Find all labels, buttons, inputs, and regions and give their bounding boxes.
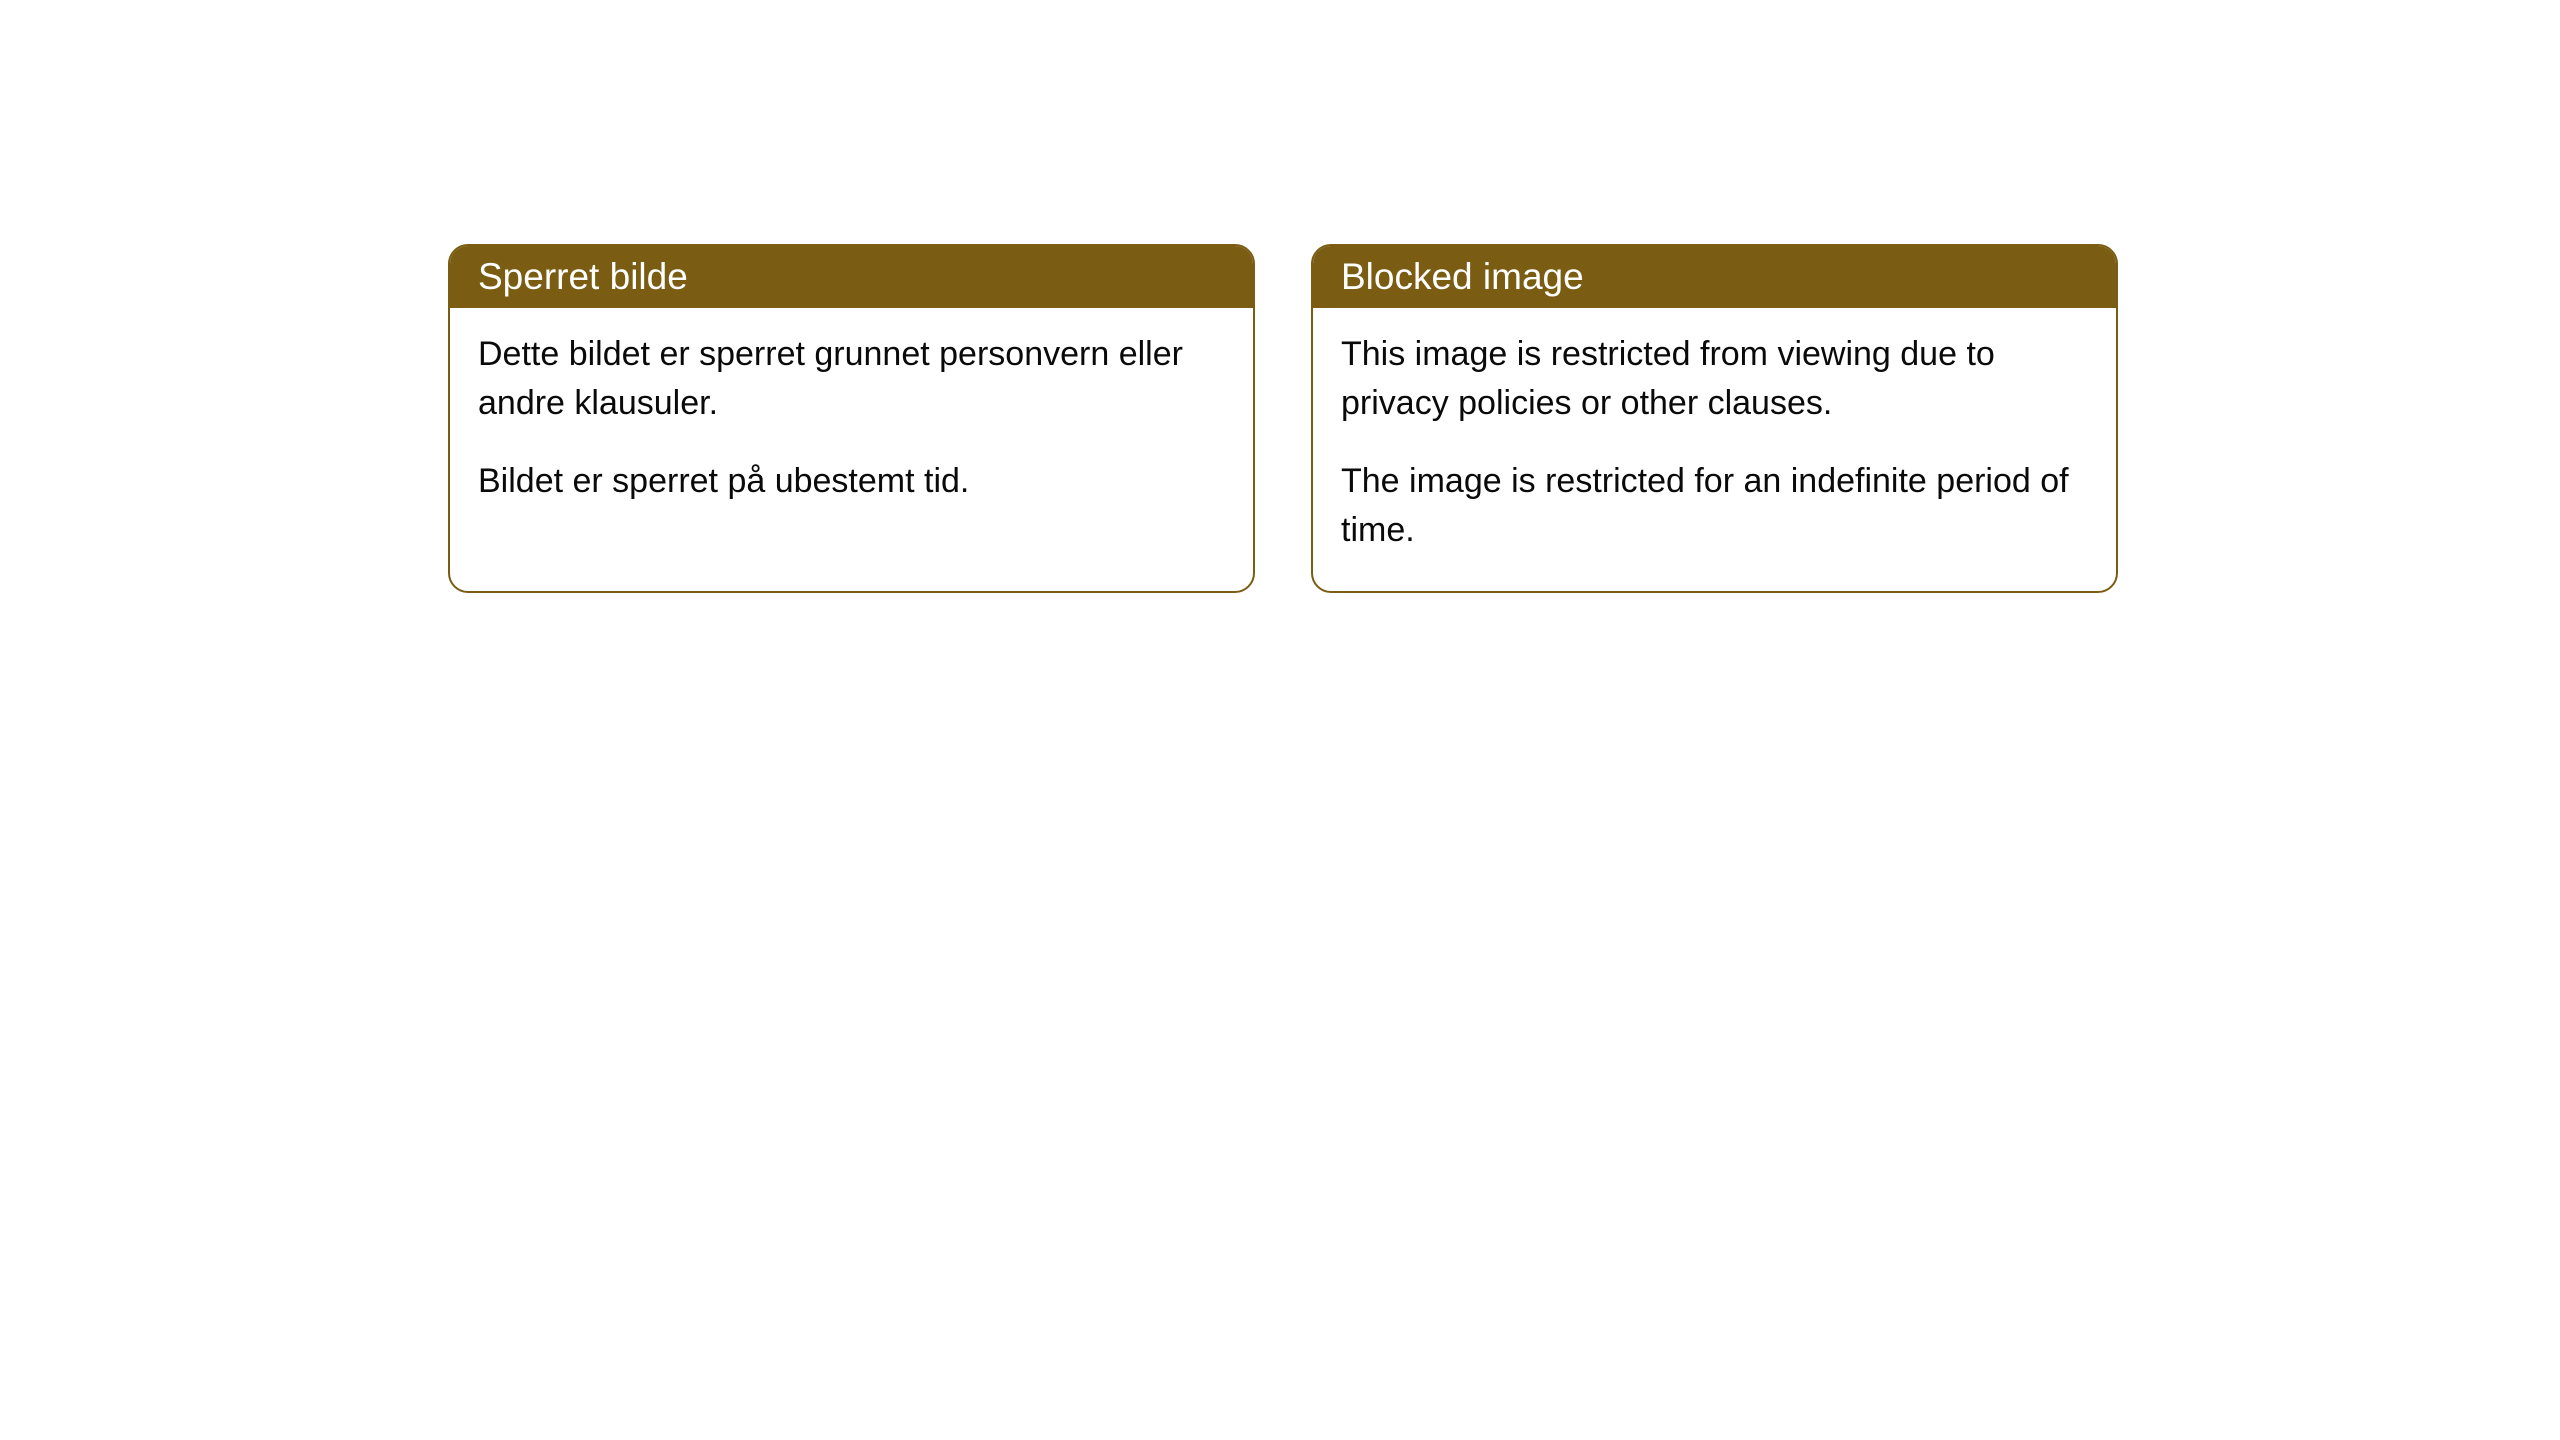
panels-container: Sperret bilde Dette bildet er sperret gr… — [448, 244, 2118, 593]
panel-left-header: Sperret bilde — [450, 246, 1253, 308]
panel-left-para2: Bildet er sperret på ubestemt tid. — [478, 457, 1225, 506]
panel-right-header: Blocked image — [1313, 246, 2116, 308]
panel-right-body: This image is restricted from viewing du… — [1313, 308, 2116, 591]
panel-right: Blocked image This image is restricted f… — [1311, 244, 2118, 593]
panel-right-para2: The image is restricted for an indefinit… — [1341, 457, 2088, 556]
panel-left-para1: Dette bildet er sperret grunnet personve… — [478, 330, 1225, 429]
panel-left-body: Dette bildet er sperret grunnet personve… — [450, 308, 1253, 542]
panel-left: Sperret bilde Dette bildet er sperret gr… — [448, 244, 1255, 593]
panel-right-para1: This image is restricted from viewing du… — [1341, 330, 2088, 429]
